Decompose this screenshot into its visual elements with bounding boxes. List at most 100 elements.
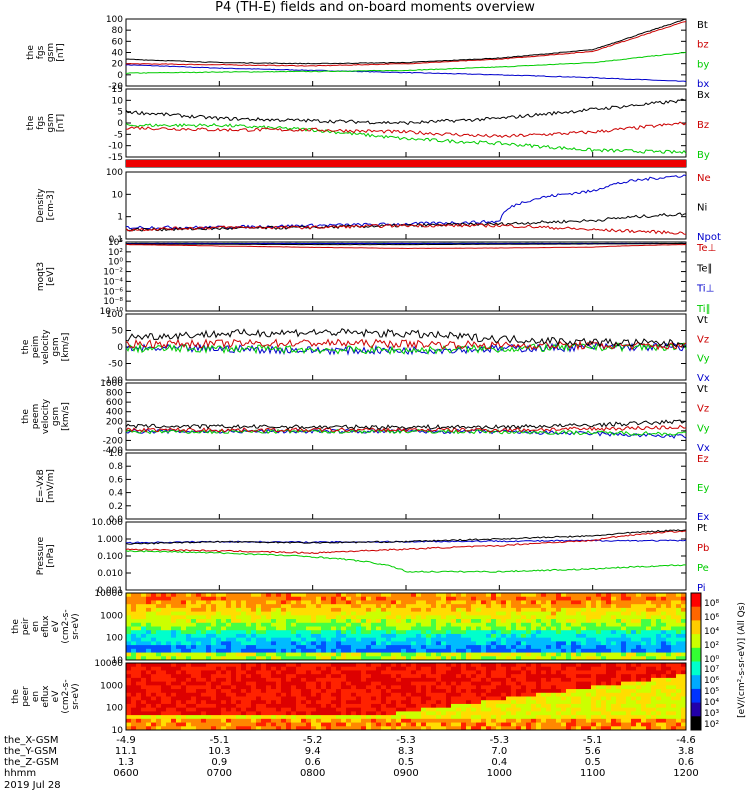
spectrogram-cell xyxy=(286,674,292,679)
spectrogram-cell xyxy=(396,722,402,727)
spectrogram-cell xyxy=(166,641,172,646)
spectrogram-cell xyxy=(416,596,422,601)
spectrogram-cell xyxy=(596,611,602,616)
spectrogram-cell xyxy=(291,593,297,598)
spectrogram-cell xyxy=(331,707,337,712)
spectrogram-cell xyxy=(456,677,462,683)
spectrogram-cell xyxy=(366,685,372,690)
spectrogram-cell xyxy=(181,726,187,731)
spectrogram-cell xyxy=(351,656,357,661)
spectrogram-cell xyxy=(556,670,562,675)
spectrogram-cell xyxy=(201,722,207,727)
spectrogram-cell xyxy=(286,722,292,727)
spectrogram-cell xyxy=(276,670,282,675)
spectrogram-cell xyxy=(191,689,197,694)
spectrogram-cell xyxy=(171,703,177,709)
spectrogram-cell xyxy=(181,600,187,605)
spectrogram-cell xyxy=(671,626,677,631)
spectrogram-cell xyxy=(136,615,142,620)
spectrogram-cell xyxy=(161,707,167,712)
spectrogram-cell xyxy=(606,696,612,701)
spectrogram-cell xyxy=(431,711,437,716)
spectrogram-cell xyxy=(191,615,197,620)
spectrogram-cell xyxy=(586,645,592,650)
spectrogram-cell xyxy=(446,637,452,642)
spectrogram-cell xyxy=(671,630,677,635)
spectrogram-cell xyxy=(611,626,617,631)
spectrogram-cell xyxy=(501,715,507,720)
spectrogram-cell xyxy=(681,630,687,635)
spectrogram-cell xyxy=(351,700,357,705)
spectrogram-cell xyxy=(396,637,402,642)
spectrogram-cell xyxy=(176,685,182,690)
spectrogram-cell xyxy=(176,707,182,712)
spectrogram-cell xyxy=(311,674,317,679)
spectrogram-cell xyxy=(331,626,337,631)
spectrogram-cell xyxy=(406,593,412,598)
spectrogram-cell xyxy=(616,633,622,639)
spectrogram-cell xyxy=(196,718,202,724)
spectrogram-cell xyxy=(431,666,437,671)
spectrogram-cell xyxy=(606,722,612,727)
spectrogram-cell xyxy=(446,622,452,627)
spectrogram-cell xyxy=(261,648,267,654)
spectrogram-cell xyxy=(651,593,657,598)
spectrogram-cell xyxy=(391,685,397,690)
spectrogram-cell xyxy=(651,726,657,731)
spectrogram-cell xyxy=(676,596,682,601)
spectrogram-cell xyxy=(441,645,447,650)
spectrogram-cell xyxy=(681,633,687,639)
spectrogram-cell xyxy=(366,633,372,639)
series-line-by xyxy=(125,51,687,74)
spectrogram-cell xyxy=(641,633,647,639)
spectrogram-cell xyxy=(476,666,482,671)
spectrogram-cell xyxy=(681,681,687,686)
spectrogram-cell xyxy=(511,722,517,727)
spectrogram-cell xyxy=(201,604,207,609)
spectrogram-cell xyxy=(266,622,272,627)
spectrogram-cell xyxy=(341,641,347,646)
spectrogram-cell xyxy=(426,611,432,616)
spectrogram-cell xyxy=(396,700,402,705)
spectrogram-cell xyxy=(206,645,212,650)
spectrogram-cell xyxy=(236,593,242,598)
spectrogram-cell xyxy=(151,645,157,650)
spectrogram-cell xyxy=(441,681,447,686)
spectrogram-cell xyxy=(666,600,672,605)
spectrogram-cell xyxy=(141,604,147,609)
x-axis-value: -5.2 xyxy=(303,735,323,746)
spectrogram-cell xyxy=(341,677,347,683)
y-axis-label: Density xyxy=(36,188,46,223)
spectrogram-cell xyxy=(181,722,187,727)
spectrogram-cell xyxy=(531,619,537,624)
spectrogram-cell xyxy=(636,726,642,731)
spectrogram-cell xyxy=(666,607,672,613)
spectrogram-cell xyxy=(496,707,502,712)
spectrogram-cell xyxy=(306,626,312,631)
spectrogram-cell xyxy=(506,593,512,598)
spectrogram-cell xyxy=(251,637,257,642)
spectrogram-cell xyxy=(391,703,397,709)
spectrogram-cell xyxy=(401,645,407,650)
spectrogram-cell xyxy=(571,633,577,639)
spectrogram-cell xyxy=(241,703,247,709)
spectrogram-cell xyxy=(401,615,407,620)
spectrogram-cell xyxy=(171,648,177,654)
spectrogram-cell xyxy=(241,681,247,686)
spectrogram-cell xyxy=(546,666,552,671)
spectrogram-cell xyxy=(126,593,132,598)
spectrogram-cell xyxy=(196,630,202,635)
spectrogram-cell xyxy=(491,656,497,661)
spectrogram-cell xyxy=(146,656,152,661)
spectrogram-cell xyxy=(281,674,287,679)
spectrogram-cell xyxy=(376,722,382,727)
spectrogram-cell xyxy=(211,622,217,627)
spectrogram-cell xyxy=(536,619,542,624)
spectrogram-cell xyxy=(176,718,182,724)
spectrogram-cell xyxy=(596,637,602,642)
spectrogram-cell xyxy=(451,685,457,690)
spectrogram-cell xyxy=(561,703,567,709)
spectrogram-cell xyxy=(321,663,327,668)
spectrogram-cell xyxy=(631,626,637,631)
spectrogram-cell xyxy=(291,607,297,613)
